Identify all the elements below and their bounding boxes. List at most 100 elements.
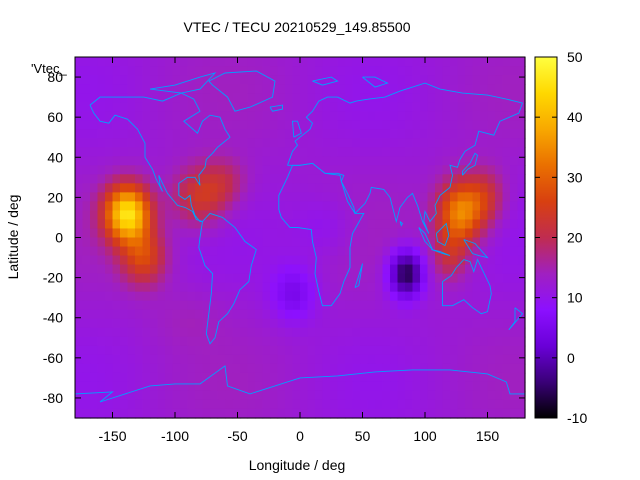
- heatmap-cell: [420, 156, 429, 166]
- heatmap-cell: [172, 255, 181, 266]
- heatmap-cell: [180, 210, 189, 221]
- heatmap-cell: [217, 147, 226, 157]
- heatmap-cell: [375, 237, 384, 248]
- heatmap-cell: [322, 120, 331, 130]
- heatmap-cell: [495, 192, 504, 203]
- heatmap-cell: [217, 264, 226, 275]
- heatmap-cell: [75, 381, 84, 392]
- heatmap-cell: [232, 201, 241, 212]
- heatmap-cell: [210, 246, 219, 257]
- heatmap-cell: [127, 372, 136, 383]
- colorbar-tick-label: 40: [567, 109, 583, 125]
- heatmap-cell: [307, 156, 316, 166]
- heatmap-cell: [405, 201, 414, 212]
- heatmap-cell: [217, 282, 226, 293]
- heatmap-cell: [210, 408, 219, 419]
- heatmap-cell: [330, 228, 339, 239]
- heatmap-cell: [510, 246, 519, 257]
- heatmap-cell: [450, 282, 459, 293]
- heatmap-cell: [435, 291, 444, 302]
- heatmap-cell: [435, 129, 444, 139]
- heatmap-cell: [345, 210, 354, 221]
- heatmap-cell: [232, 363, 241, 374]
- heatmap-cell: [202, 264, 211, 275]
- heatmap-cell: [292, 273, 301, 284]
- heatmap-cell: [495, 246, 504, 257]
- heatmap-cell: [300, 327, 309, 338]
- heatmap-cell: [195, 129, 204, 139]
- heatmap-cell: [277, 318, 286, 329]
- heatmap-cell: [105, 390, 114, 401]
- heatmap-cell: [300, 381, 309, 392]
- heatmap-cell: [90, 300, 99, 311]
- heatmap-cell: [300, 300, 309, 311]
- heatmap-cell: [367, 192, 376, 203]
- coastline: [269, 104, 283, 112]
- heatmap-cell: [255, 372, 264, 383]
- heatmap-cell: [120, 156, 129, 166]
- heatmap-cell: [517, 66, 526, 76]
- heatmap-cell: [352, 246, 361, 257]
- heatmap-cell: [202, 219, 211, 230]
- heatmap-cell: [465, 210, 474, 221]
- heatmap-cell: [442, 192, 451, 203]
- heatmap-cell: [300, 75, 309, 85]
- heatmap-cell: [120, 66, 129, 76]
- heatmap-cell: [375, 408, 384, 419]
- heatmap-cell: [277, 210, 286, 221]
- heatmap-cell: [382, 381, 391, 392]
- heatmap-cell: [472, 192, 481, 203]
- heatmap-cell: [240, 318, 249, 329]
- heatmap-cell: [345, 66, 354, 76]
- heatmap-cell: [202, 147, 211, 157]
- heatmap-cell: [202, 210, 211, 221]
- y-tick-label: -20: [43, 270, 63, 286]
- heatmap-cell: [180, 291, 189, 302]
- heatmap-cell: [105, 111, 114, 121]
- heatmap-cell: [142, 219, 151, 230]
- heatmap-cell: [112, 219, 121, 230]
- heatmap-cell: [337, 255, 346, 266]
- heatmap-cell: [390, 300, 399, 311]
- heatmap-cell: [247, 66, 256, 76]
- heatmap-cell: [397, 57, 406, 67]
- x-axis-label: Longitude / deg: [249, 457, 346, 473]
- heatmap-cell: [90, 282, 99, 293]
- heatmap-cell: [292, 327, 301, 338]
- heatmap-cell: [157, 201, 166, 212]
- heatmap-cell: [307, 354, 316, 365]
- heatmap-cell: [517, 372, 526, 383]
- heatmap-cell: [495, 57, 504, 67]
- heatmap-cell: [360, 165, 369, 175]
- heatmap-cell: [90, 336, 99, 347]
- heatmap-cell: [172, 183, 181, 193]
- heatmap-cell: [300, 183, 309, 193]
- heatmap-cell: [90, 57, 99, 67]
- heatmap-cell: [315, 318, 324, 329]
- heatmap-cell: [360, 345, 369, 356]
- heatmap-cell: [420, 192, 429, 203]
- heatmap-cell: [120, 291, 129, 302]
- heatmap-cell: [187, 399, 196, 410]
- heatmap-cell: [210, 237, 219, 248]
- heatmap-cell: [367, 174, 376, 184]
- heatmap-cell: [510, 75, 519, 85]
- heatmap-cell: [180, 390, 189, 401]
- heatmap-cell: [352, 237, 361, 248]
- heatmap-cell: [97, 219, 106, 230]
- heatmap-cell: [427, 291, 436, 302]
- heatmap-cell: [405, 57, 414, 67]
- heatmap-cell: [240, 201, 249, 212]
- heatmap-cell: [292, 300, 301, 311]
- heatmap-cell: [75, 111, 84, 121]
- heatmap-cell: [255, 120, 264, 130]
- heatmap-cell: [307, 363, 316, 374]
- heatmap-cell: [232, 75, 241, 85]
- heatmap-cell: [412, 273, 421, 284]
- heatmap-cell: [375, 336, 384, 347]
- heatmap-cell: [322, 372, 331, 383]
- colorbar-tick-label: -10: [567, 410, 587, 426]
- heatmap-cell: [262, 66, 271, 76]
- heatmap-cell: [382, 75, 391, 85]
- heatmap-cell: [345, 246, 354, 257]
